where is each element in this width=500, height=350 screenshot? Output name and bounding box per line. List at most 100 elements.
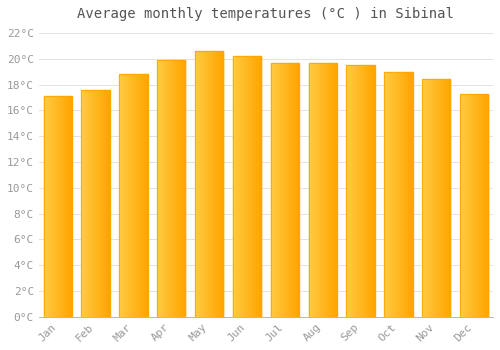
Bar bbox=[44, 96, 72, 317]
Bar bbox=[322, 63, 324, 317]
Bar bbox=[486, 93, 487, 317]
Bar bbox=[247, 56, 248, 317]
Bar bbox=[220, 51, 221, 317]
Bar bbox=[365, 65, 366, 317]
Bar bbox=[64, 96, 65, 317]
Bar bbox=[53, 96, 54, 317]
Bar bbox=[89, 90, 90, 317]
Bar bbox=[449, 79, 450, 317]
Bar bbox=[166, 60, 167, 317]
Bar bbox=[298, 63, 299, 317]
Bar bbox=[326, 63, 328, 317]
Bar bbox=[385, 72, 386, 317]
Bar bbox=[442, 79, 443, 317]
Bar bbox=[472, 93, 473, 317]
Bar bbox=[195, 51, 224, 317]
Bar bbox=[474, 93, 476, 317]
Bar bbox=[313, 63, 314, 317]
Bar bbox=[99, 90, 100, 317]
Bar bbox=[394, 72, 395, 317]
Bar bbox=[348, 65, 349, 317]
Bar bbox=[140, 74, 141, 317]
Bar bbox=[368, 65, 369, 317]
Bar bbox=[143, 74, 144, 317]
Bar bbox=[406, 72, 407, 317]
Bar bbox=[312, 63, 313, 317]
Bar bbox=[221, 51, 222, 317]
Bar bbox=[283, 63, 284, 317]
Bar bbox=[235, 56, 236, 317]
Bar bbox=[443, 79, 444, 317]
Bar bbox=[487, 93, 488, 317]
Bar bbox=[439, 79, 440, 317]
Bar bbox=[210, 51, 211, 317]
Bar bbox=[367, 65, 368, 317]
Bar bbox=[238, 56, 239, 317]
Bar bbox=[246, 56, 247, 317]
Bar bbox=[158, 60, 159, 317]
Bar bbox=[123, 74, 124, 317]
Bar bbox=[160, 60, 161, 317]
Bar bbox=[441, 79, 442, 317]
Bar bbox=[362, 65, 363, 317]
Bar bbox=[309, 63, 310, 317]
Bar bbox=[273, 63, 274, 317]
Bar bbox=[133, 74, 134, 317]
Bar bbox=[388, 72, 389, 317]
Bar bbox=[52, 96, 53, 317]
Bar bbox=[296, 63, 297, 317]
Bar bbox=[100, 90, 102, 317]
Bar bbox=[157, 60, 186, 317]
Bar bbox=[196, 51, 197, 317]
Bar bbox=[399, 72, 400, 317]
Bar bbox=[275, 63, 276, 317]
Bar bbox=[83, 90, 84, 317]
Bar bbox=[346, 65, 375, 317]
Bar bbox=[289, 63, 290, 317]
Bar bbox=[82, 90, 83, 317]
Bar bbox=[128, 74, 129, 317]
Bar bbox=[50, 96, 51, 317]
Bar bbox=[251, 56, 252, 317]
Bar bbox=[103, 90, 104, 317]
Bar bbox=[254, 56, 255, 317]
Bar bbox=[353, 65, 354, 317]
Bar bbox=[86, 90, 87, 317]
Bar bbox=[233, 56, 261, 317]
Bar bbox=[71, 96, 72, 317]
Bar bbox=[429, 79, 430, 317]
Bar bbox=[120, 74, 121, 317]
Bar bbox=[278, 63, 279, 317]
Bar bbox=[331, 63, 332, 317]
Bar bbox=[48, 96, 49, 317]
Bar bbox=[107, 90, 108, 317]
Bar bbox=[284, 63, 285, 317]
Bar bbox=[45, 96, 46, 317]
Bar bbox=[208, 51, 209, 317]
Bar bbox=[324, 63, 325, 317]
Bar bbox=[287, 63, 288, 317]
Bar bbox=[66, 96, 67, 317]
Bar bbox=[214, 51, 215, 317]
Bar bbox=[223, 51, 224, 317]
Bar bbox=[217, 51, 218, 317]
Bar bbox=[448, 79, 449, 317]
Bar bbox=[206, 51, 207, 317]
Bar bbox=[174, 60, 176, 317]
Bar bbox=[180, 60, 181, 317]
Bar bbox=[91, 90, 92, 317]
Bar bbox=[124, 74, 125, 317]
Bar bbox=[125, 74, 126, 317]
Bar bbox=[318, 63, 320, 317]
Bar bbox=[98, 90, 99, 317]
Bar bbox=[403, 72, 404, 317]
Bar bbox=[200, 51, 201, 317]
Bar bbox=[168, 60, 169, 317]
Bar bbox=[67, 96, 68, 317]
Bar bbox=[219, 51, 220, 317]
Bar bbox=[51, 96, 52, 317]
Bar bbox=[366, 65, 367, 317]
Bar bbox=[277, 63, 278, 317]
Bar bbox=[146, 74, 147, 317]
Bar bbox=[369, 65, 370, 317]
